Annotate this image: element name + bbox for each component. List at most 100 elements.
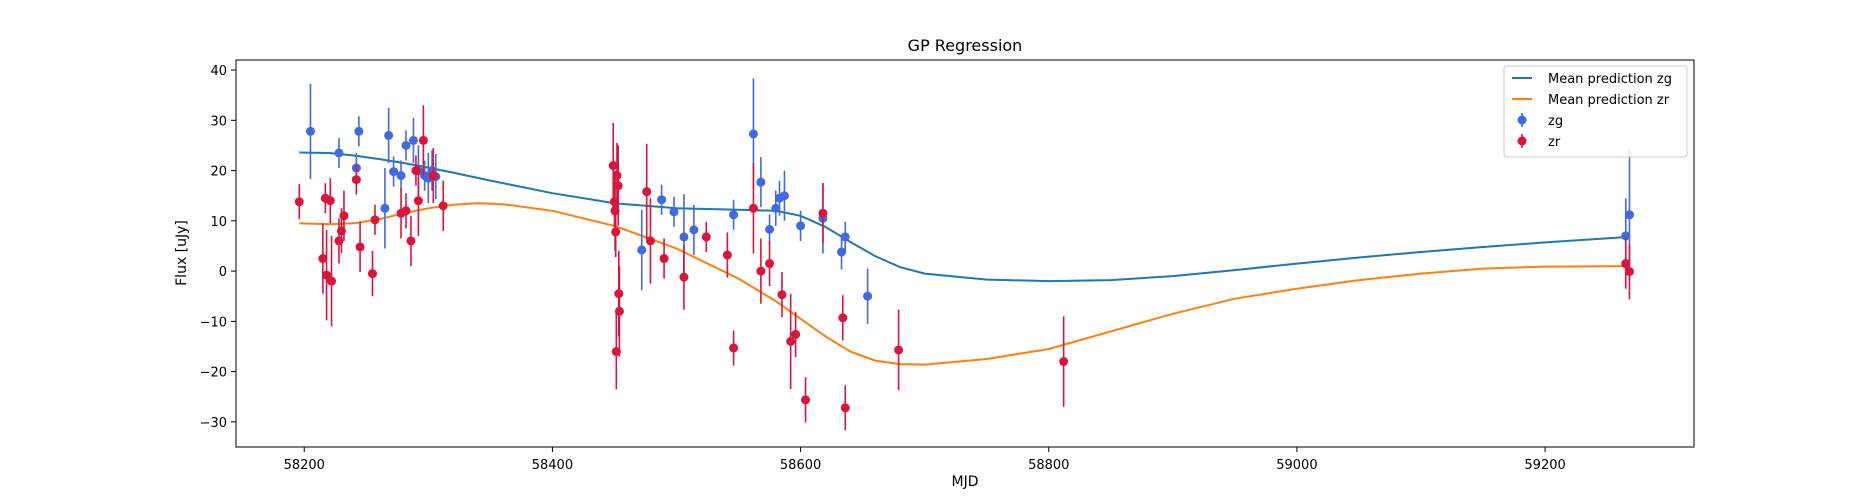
x-axis-label: MJD [952, 474, 979, 490]
y-tick-label: 30 [210, 114, 227, 129]
legend-label: Mean prediction zr [1548, 93, 1670, 108]
data-point-zr [1059, 357, 1069, 367]
x-tick-label: 58200 [284, 458, 325, 473]
data-point-zr [418, 135, 428, 145]
data-point-zr [642, 187, 652, 197]
data-point-zr [894, 345, 904, 355]
data-point-zg [756, 177, 766, 187]
y-tick-label: 20 [210, 165, 227, 180]
data-point-zg [840, 232, 850, 242]
data-point-zg [729, 210, 739, 220]
data-point-zr [659, 254, 669, 264]
data-point-zg [796, 221, 806, 231]
x-tick-label: 59200 [1524, 458, 1565, 473]
data-point-zr [614, 306, 624, 316]
data-point-zg [380, 203, 390, 213]
data-point-zr [318, 254, 328, 264]
y-tick-label: −20 [200, 366, 227, 381]
data-point-zr [613, 181, 623, 191]
data-point-zg [396, 171, 406, 181]
data-point-zr [786, 336, 796, 346]
legend: Mean prediction zg Mean prediction zr zg zr [1503, 65, 1688, 158]
data-point-zr [370, 215, 380, 225]
y-axis-label: Flux [uJy] [174, 220, 190, 286]
data-point-zr [840, 403, 850, 413]
data-point-zr [791, 329, 801, 339]
data-point-zg [771, 203, 781, 213]
data-point-zg [637, 245, 647, 255]
y-tick-label: −30 [200, 416, 227, 431]
y-tick-label: −10 [200, 315, 227, 330]
data-point-zg [389, 167, 399, 177]
x-axis: 58200 58400 58600 58800 59000 59200 [284, 447, 1566, 473]
data-point-zg [384, 130, 394, 140]
axes-frame [235, 59, 1695, 448]
data-point-zg [863, 291, 873, 301]
data-point-zr [838, 313, 848, 323]
data-point-zg [354, 126, 364, 136]
data-point-zr [1621, 259, 1631, 269]
x-tick-label: 58800 [1028, 458, 1069, 473]
data-point-zr [325, 196, 335, 206]
data-point-zg [657, 195, 667, 205]
y-axis: −30 −20 −10 0 10 20 30 40 [200, 64, 236, 431]
chart-title: GP Regression [908, 36, 1023, 55]
data-point-zr [428, 171, 438, 181]
y-tick-label: 0 [219, 265, 227, 280]
data-point-zr [679, 272, 689, 282]
data-point-zr [818, 208, 828, 218]
y-tick-label: 10 [210, 215, 227, 230]
data-point-zr [406, 236, 416, 246]
mean-prediction-line-zr [299, 202, 1630, 366]
y-tick-label: 40 [210, 64, 227, 79]
legend-label: zr [1548, 135, 1561, 150]
data-point-zr [413, 196, 423, 206]
data-point-zg [1624, 210, 1634, 220]
plot-area [294, 78, 1634, 431]
data-point-zg [334, 148, 344, 158]
x-tick-label: 59000 [1276, 458, 1317, 473]
data-point-zg [401, 140, 411, 150]
data-point-zr [438, 201, 448, 211]
data-point-zg [1621, 231, 1631, 241]
data-point-zg [305, 126, 315, 136]
data-point-zr [645, 236, 655, 246]
data-point-zr [401, 206, 411, 216]
data-point-zr [777, 290, 787, 300]
legend-label: Mean prediction zg [1548, 72, 1672, 87]
data-point-zr [612, 171, 622, 181]
data-point-zr [765, 259, 775, 269]
data-point-zg [837, 247, 847, 257]
data-point-zr [1624, 267, 1634, 277]
data-point-zr [611, 347, 621, 357]
data-point-zr [756, 266, 766, 276]
data-point-zr [327, 276, 337, 286]
data-point-zr [355, 242, 365, 252]
data-point-zr [611, 227, 621, 237]
data-point-zr [722, 250, 732, 260]
data-point-zg [779, 191, 789, 201]
data-point-zr [294, 197, 304, 207]
data-point-zg [679, 232, 689, 242]
data-point-zr [351, 175, 361, 185]
data-point-zg [689, 225, 699, 235]
data-point-zr [748, 203, 758, 213]
legend-marker-swatch [1517, 115, 1527, 125]
data-point-zg [748, 129, 758, 139]
legend-label: zg [1548, 114, 1563, 129]
x-tick-label: 58600 [780, 458, 821, 473]
legend-marker-swatch [1517, 136, 1527, 146]
data-point-zr [729, 343, 739, 353]
data-point-zg [765, 224, 775, 234]
data-point-zr [701, 232, 711, 242]
series-zr [294, 105, 1634, 431]
legend-box [1503, 65, 1688, 158]
data-point-zr [322, 270, 332, 280]
x-tick-label: 58400 [532, 458, 573, 473]
data-point-zr [339, 211, 349, 221]
data-point-zr [608, 161, 618, 171]
data-point-zg [669, 207, 679, 217]
data-point-zr [801, 395, 811, 405]
data-point-zr [367, 269, 377, 279]
